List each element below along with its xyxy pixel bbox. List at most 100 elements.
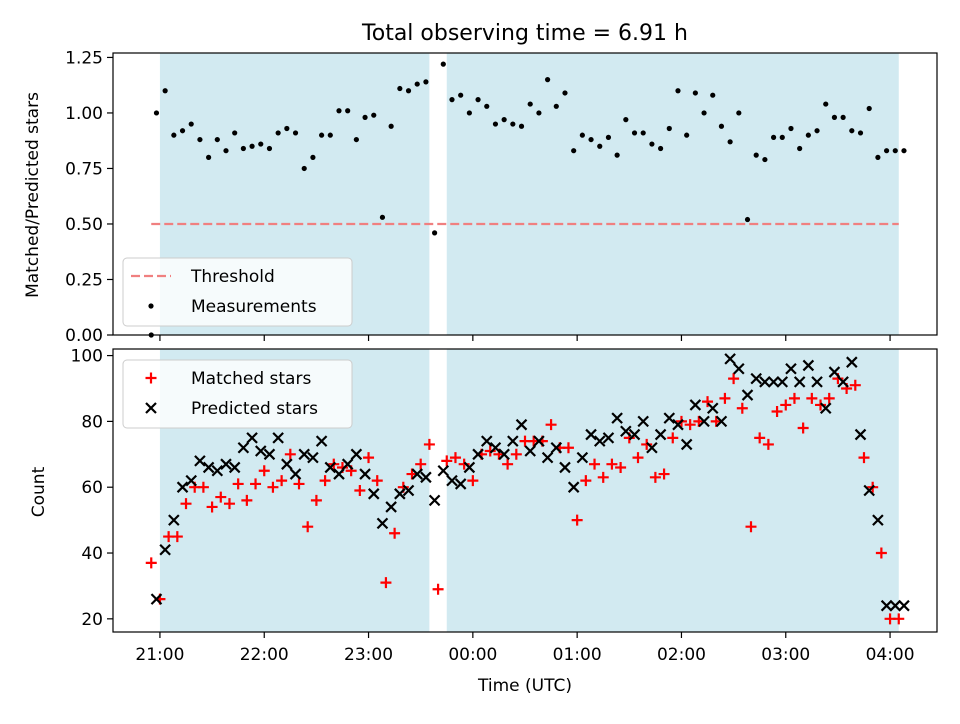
matched-stars-point <box>849 379 861 391</box>
predicted-stars-point <box>507 435 519 447</box>
matched-stars-point <box>223 498 235 510</box>
predicted-stars-point <box>228 461 241 474</box>
measurement-point <box>171 132 177 138</box>
measurement-point <box>744 216 751 223</box>
predicted-stars-point <box>446 474 458 487</box>
predicted-stars-point <box>541 451 554 464</box>
predicted-stars-point <box>211 464 224 477</box>
measurement-point <box>605 134 612 140</box>
predicted-stars-point <box>854 428 867 441</box>
predicted-stars-point <box>576 451 589 464</box>
legend-label: Measurements <box>191 297 317 317</box>
predicted-stars-point <box>680 438 693 451</box>
measurement-point <box>544 77 551 83</box>
matched-stars-point <box>310 494 322 506</box>
measurement-point <box>388 123 394 129</box>
predicted-stars-point <box>289 468 302 480</box>
measurement-point <box>223 148 229 154</box>
predicted-stars-point <box>741 389 754 401</box>
measurement-point <box>840 114 846 120</box>
matched-stars-point <box>510 448 522 460</box>
matched-stars-point <box>745 521 757 533</box>
predicted-stars-point <box>307 451 319 464</box>
measurement-point <box>588 136 594 143</box>
matched-stars-point <box>719 392 731 404</box>
matched-stars-point <box>432 583 444 595</box>
measurement-point <box>440 61 446 67</box>
legend-matched-symbol <box>145 372 157 384</box>
x-axis-label: Time (UTC) <box>477 676 572 696</box>
matched-stars-point <box>241 494 253 506</box>
measurement-point <box>718 123 725 129</box>
predicted-stars-point <box>602 432 615 444</box>
measurement-point <box>623 117 629 123</box>
measurement-point <box>179 128 186 134</box>
matched-stars-point <box>580 475 592 487</box>
legend-label: Threshold <box>190 267 275 287</box>
measurement-point <box>736 110 742 116</box>
matched-stars-point <box>380 577 392 589</box>
top-panel: 0.00 0.25 0.50 0.75 1.00 1.25 Threshold Measure… <box>65 48 938 346</box>
predicted-stars-point <box>472 448 484 461</box>
predicted-stars-point <box>420 471 432 484</box>
matched-stars-point <box>145 557 157 569</box>
matched-stars-point <box>467 475 479 487</box>
measurement-point <box>675 88 681 94</box>
measurement-point <box>857 130 864 136</box>
legend: Matched stars Predicted stars <box>122 359 353 429</box>
measurement-point <box>553 103 559 109</box>
predicted-stars-point <box>793 376 806 388</box>
measurement-point <box>432 230 438 236</box>
legend: Threshold Measurements <box>122 257 353 327</box>
predicted-stars-point <box>828 366 841 378</box>
predicted-stars-point <box>593 435 606 447</box>
predicted-stars-point <box>846 356 858 368</box>
predicted-stars-point <box>480 435 493 447</box>
predicted-stars-point <box>315 435 328 447</box>
predicted-stars-point <box>246 432 258 444</box>
measurement-point <box>214 136 220 143</box>
matched-stars-point <box>667 432 679 444</box>
axes-frame <box>112 52 938 336</box>
predicted-stars-point <box>333 468 345 480</box>
measurement-point <box>883 148 890 154</box>
matched-stars-point <box>284 448 296 460</box>
measurement-point <box>484 103 490 109</box>
matched-stars-point <box>893 613 905 625</box>
matched-stars-point <box>258 465 270 477</box>
y-tick-label: 20 <box>81 610 103 630</box>
measurement-point <box>162 88 168 94</box>
matched-stars-point <box>823 392 835 404</box>
matched-stars-point <box>589 458 601 470</box>
measurement-point <box>510 121 516 127</box>
measurement-point <box>292 130 299 136</box>
matched-stars-point <box>389 527 401 539</box>
measurement-point <box>475 97 481 103</box>
predicted-stars-point <box>880 599 893 612</box>
predicted-stars-point <box>646 441 658 454</box>
matched-stars-point <box>354 485 366 496</box>
predicted-stars-point <box>672 418 684 431</box>
y-tick-label: 0.50 <box>65 215 103 235</box>
measurement-point <box>232 130 238 136</box>
predicted-stars-point <box>194 455 206 467</box>
matched-stars-point <box>415 458 427 470</box>
matched-stars-point <box>276 475 288 487</box>
measurement-point <box>536 110 542 116</box>
legend-label: Predicted stars <box>191 399 318 419</box>
matched-stars-point <box>728 373 740 385</box>
bottom-y-axis-label: Count <box>29 466 49 517</box>
y-tick-label: 1.25 <box>65 48 103 68</box>
predicted-stars-point <box>263 448 276 461</box>
x-tick-label: 23:00 <box>344 645 393 665</box>
measurement-point <box>640 130 646 136</box>
predicted-stars-point <box>759 376 771 388</box>
matched-stars-point <box>441 455 453 467</box>
measurement-point <box>797 145 803 152</box>
measurement-point <box>875 154 881 160</box>
measurement-point <box>353 136 359 143</box>
measurement-point <box>206 154 212 160</box>
predicted-stars-point <box>567 481 580 493</box>
predicted-stars-point <box>367 488 380 500</box>
matched-stars-point <box>771 406 783 418</box>
